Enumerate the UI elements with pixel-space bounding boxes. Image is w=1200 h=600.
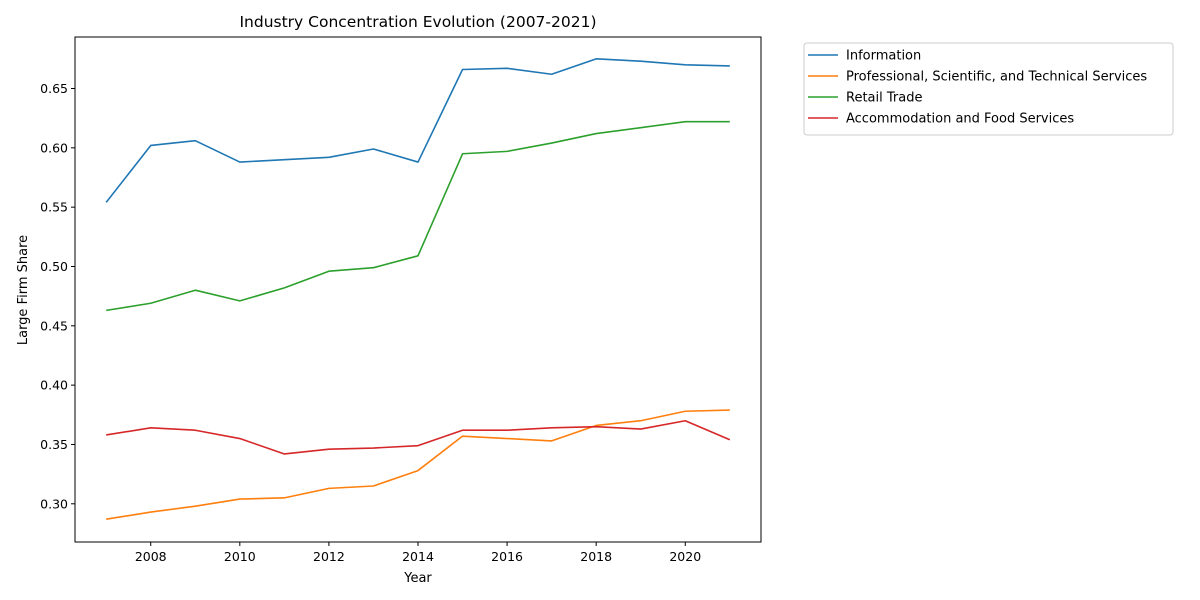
y-tick-label: 0.50 [40,259,68,274]
series-line-2 [106,120,730,312]
y-tick-label: 0.35 [40,437,68,452]
y-tick-label: 0.40 [40,378,68,393]
y-axis-ticks: 0.30 0.35 0.40 0.45 0.50 0.55 0.60 0.65 [40,81,75,511]
series-lines [105,58,731,521]
legend-label: Accommodation and Food Services [846,112,1074,127]
x-tick-label: 2020 [669,549,701,564]
chart-title: Industry Concentration Evolution (2007-2… [239,13,596,31]
series-line-1 [106,409,730,521]
y-tick-label: 0.45 [40,318,68,333]
x-axis-ticks: 2008 2010 2012 2014 2016 2018 2020 [135,542,701,564]
x-tick-label: 2014 [402,549,434,564]
x-tick-label: 2010 [224,549,256,564]
legend: Information Professional, Scientific, and… [803,42,1174,136]
y-tick-label: 0.60 [40,140,68,155]
plot-area-frame [74,36,762,543]
x-tick-label: 2016 [491,549,523,564]
x-tick-label: 2008 [135,549,167,564]
legend-label: Professional, Scientific, and Technical … [846,70,1147,85]
legend-label: Information [846,49,921,64]
series-line-3 [106,419,731,455]
x-tick-label: 2012 [313,549,345,564]
series-line-0 [105,58,730,203]
y-tick-label: 0.55 [40,200,68,215]
y-axis-title: Large Firm Share [16,235,31,345]
x-axis-title: Year [403,571,432,586]
x-tick-label: 2018 [580,549,612,564]
y-tick-label: 0.30 [40,496,68,511]
legend-frame [803,42,1174,136]
legend-label: Retail Trade [846,91,922,106]
y-tick-label: 0.65 [40,81,68,96]
